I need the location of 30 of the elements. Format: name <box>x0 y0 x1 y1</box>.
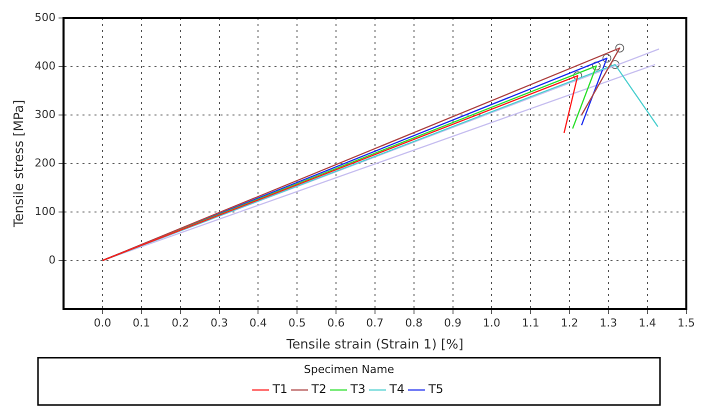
legend-label: T4 <box>388 382 404 396</box>
legend-title: Specimen Name <box>304 363 394 376</box>
x-tick-label: 0.8 <box>405 316 423 330</box>
x-tick-label: 1.4 <box>638 316 656 330</box>
x-tick-label: 0.6 <box>327 316 345 330</box>
x-tick-label: 1.1 <box>522 316 540 330</box>
y-tick-label: 300 <box>34 108 56 121</box>
y-tick-label: 400 <box>34 59 56 72</box>
x-tick-label: 0.0 <box>94 316 112 330</box>
x-tick-label: 0.2 <box>172 316 190 330</box>
x-tick-label: 1.3 <box>600 316 618 330</box>
x-tick-label: 0.9 <box>444 316 462 330</box>
y-tick-label: 500 <box>34 10 56 24</box>
x-tick-label: 0.1 <box>132 316 150 330</box>
legend-label: T5 <box>427 382 444 396</box>
x-tick-label: 1.2 <box>560 316 578 330</box>
y-axis-title: Tensile stress [MPa] <box>12 100 28 228</box>
x-tick-label: 0.3 <box>210 316 228 330</box>
y-tick-label: 200 <box>34 156 56 170</box>
x-tick-label: 0.4 <box>249 316 267 330</box>
x-tick-label: 0.5 <box>288 316 306 330</box>
x-axis-title: Tensile strain (Strain 1) [%] <box>285 337 464 352</box>
y-tick-label: 0 <box>48 253 56 266</box>
x-tick-label: 1.0 <box>482 316 500 330</box>
legend-label: T1 <box>272 382 288 396</box>
legend-label: T3 <box>350 382 366 396</box>
legend-label: T2 <box>310 382 327 396</box>
y-tick-label: 100 <box>34 204 56 218</box>
x-tick-label: 0.7 <box>366 316 384 330</box>
x-tick-label: 1.5 <box>678 316 696 330</box>
